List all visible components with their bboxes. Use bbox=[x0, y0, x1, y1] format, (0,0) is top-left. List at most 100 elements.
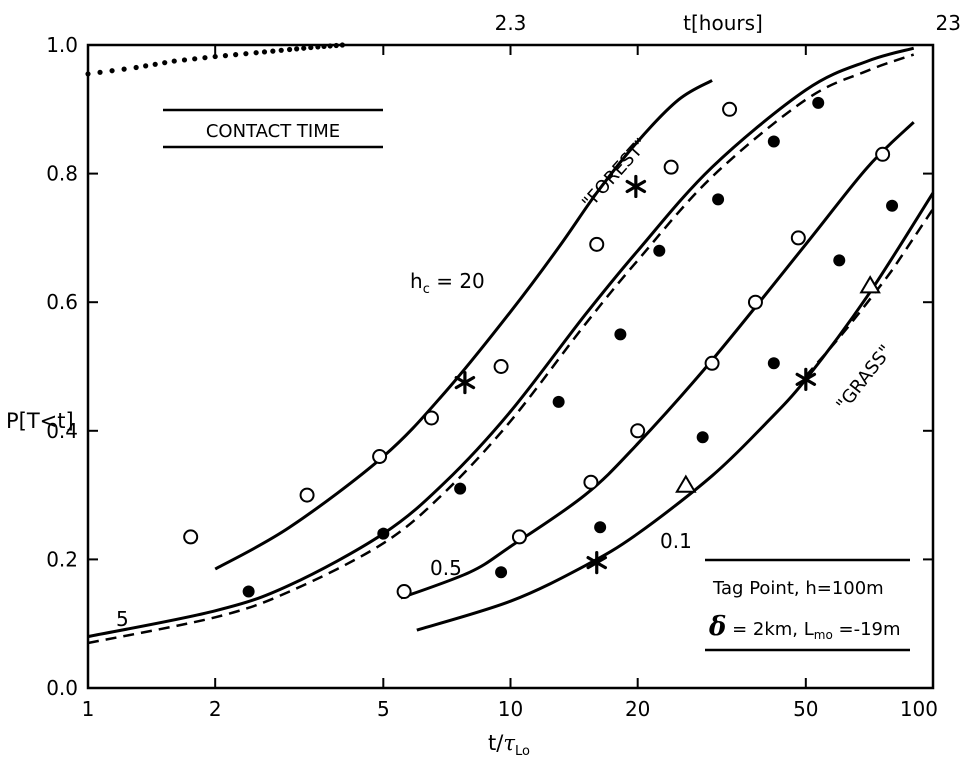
open-circle-point bbox=[630, 423, 646, 439]
legend-title: CONTACT TIME bbox=[206, 121, 340, 142]
dotted-series-dot bbox=[233, 52, 239, 58]
curve-label-5: 5 bbox=[116, 607, 129, 631]
x-tick-label: 2 bbox=[209, 697, 222, 721]
hc-symbol: h bbox=[410, 269, 423, 293]
filled-circle-point bbox=[767, 135, 780, 148]
open-circle-point bbox=[722, 101, 738, 117]
open-circle-point bbox=[589, 236, 605, 252]
filled-circle-point bbox=[653, 244, 666, 257]
filled-circle-point bbox=[712, 193, 725, 206]
filled-circle-point bbox=[833, 254, 846, 267]
open-circle-point bbox=[663, 159, 679, 175]
open-circle-point bbox=[396, 584, 412, 600]
open-circle-point bbox=[875, 146, 891, 162]
hc-subscript: c bbox=[423, 282, 430, 297]
dotted-series-dot bbox=[270, 48, 276, 54]
info-line-2-end: =-19m bbox=[833, 619, 901, 640]
curve-label-0-1: 0.1 bbox=[660, 529, 692, 553]
star-point bbox=[795, 367, 817, 391]
filled-circle-point bbox=[767, 357, 780, 370]
star-point bbox=[625, 174, 647, 199]
dotted-series-dot bbox=[192, 56, 198, 62]
dotted-series-dot bbox=[212, 53, 218, 60]
delta-symbol: δ bbox=[708, 612, 726, 642]
dotted-series-dot bbox=[315, 44, 321, 50]
open-circle-point bbox=[747, 294, 763, 310]
filled-circle-point bbox=[812, 96, 825, 109]
dotted-series-dot bbox=[133, 64, 139, 71]
x-tick-label: 10 bbox=[498, 697, 523, 721]
y-tick-label: 0.8 bbox=[46, 162, 78, 186]
star-stroke bbox=[625, 179, 647, 194]
dotted-series-dot bbox=[85, 71, 91, 77]
x-axis-title-tau: τ bbox=[503, 731, 515, 755]
dotted-series-dot bbox=[143, 63, 149, 69]
dotted-series-dot bbox=[333, 42, 339, 49]
dotted-series-dot bbox=[261, 49, 268, 55]
dotted-series-dot bbox=[301, 45, 307, 51]
contact-time-legend: CONTACT TIME bbox=[163, 108, 383, 149]
data-points bbox=[183, 96, 899, 600]
solid-curve bbox=[87, 46, 915, 639]
dotted-series-dot bbox=[321, 43, 327, 50]
x-axis-title-main: t/ bbox=[488, 731, 504, 755]
filled-circle-point bbox=[495, 566, 508, 579]
triangle-point bbox=[859, 275, 881, 294]
hc-value: = 20 bbox=[430, 269, 485, 293]
filled-circle-point bbox=[886, 199, 899, 212]
lmo-subscript: mo bbox=[814, 628, 833, 642]
open-circle-point bbox=[511, 529, 527, 545]
dotted-series-dot bbox=[171, 58, 177, 64]
x-tick-label: 5 bbox=[377, 697, 390, 721]
dotted-series-dot bbox=[327, 43, 333, 49]
dotted-series-dot bbox=[278, 47, 284, 53]
dotted-series-dot bbox=[152, 61, 158, 67]
dotted-series-dot bbox=[243, 51, 249, 57]
top-axis-label: t[hours] bbox=[683, 11, 763, 35]
tick-labels: 1 2 5 10 20 50 100 0.0 0.2 0.4 0.6 0.8 1.0 2.3 23 bbox=[46, 11, 961, 721]
dotted-series-dot bbox=[339, 42, 345, 48]
star-stroke bbox=[795, 372, 817, 386]
x-tick-label: 100 bbox=[900, 697, 938, 721]
hc-label: hc = 20 bbox=[410, 269, 485, 297]
dotted-series-dot bbox=[202, 55, 208, 61]
open-circle-point bbox=[493, 359, 509, 374]
dotted-series-dot bbox=[121, 66, 127, 72]
dotted-series-dot bbox=[222, 53, 229, 59]
y-tick-label: 0.4 bbox=[46, 419, 78, 443]
dotted-series-dot bbox=[109, 68, 115, 74]
y-tick-label: 0.0 bbox=[46, 676, 78, 700]
dotted-series-dot bbox=[181, 57, 188, 63]
x-axis-title-sub: Lo bbox=[515, 744, 530, 759]
y-axis-title: P[T<t] bbox=[6, 409, 74, 433]
forest-label: "FOREST" bbox=[578, 134, 652, 213]
star-stroke bbox=[586, 556, 608, 570]
dashed-curve bbox=[804, 208, 935, 377]
top-tick-label: 2.3 bbox=[495, 11, 527, 35]
open-circle-point bbox=[183, 529, 199, 545]
filled-circle-point bbox=[454, 482, 467, 495]
triangle-point bbox=[675, 474, 697, 493]
grass-label: "GRASS" bbox=[832, 341, 896, 415]
open-circle-point bbox=[704, 355, 720, 371]
star-point bbox=[586, 551, 608, 575]
star-point bbox=[454, 370, 476, 395]
x-tick-label: 50 bbox=[793, 697, 818, 721]
filled-circle-point bbox=[614, 328, 627, 341]
open-circle-point bbox=[299, 487, 315, 503]
dotted-series-dot bbox=[286, 46, 293, 53]
open-circle-point bbox=[423, 410, 439, 426]
dashed-curve bbox=[87, 53, 915, 645]
y-tick-label: 0.2 bbox=[46, 547, 78, 571]
open-circle-point bbox=[372, 449, 388, 465]
filled-circle-point bbox=[242, 585, 255, 598]
x-axis-title: t/τLo bbox=[488, 731, 530, 759]
solid-curve bbox=[400, 121, 915, 600]
dotted-series-dot bbox=[308, 44, 314, 51]
info-line-1: Tag Point, h=100m bbox=[712, 578, 884, 599]
open-circle-point bbox=[583, 474, 599, 490]
solid-curve bbox=[214, 79, 713, 571]
filled-circle-point bbox=[552, 395, 565, 408]
y-tick-label: 1.0 bbox=[46, 33, 78, 57]
y-tick-label: 0.6 bbox=[46, 290, 78, 314]
